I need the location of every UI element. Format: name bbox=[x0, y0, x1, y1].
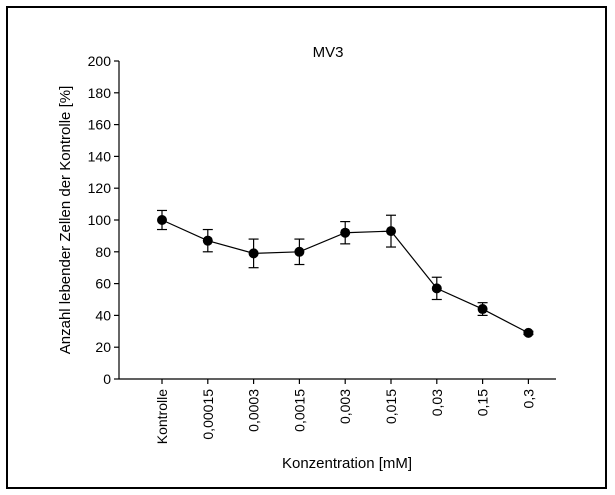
x-tick-label: 0,0015 bbox=[291, 389, 307, 432]
y-axis-label: Anzahl lebender Zellen der Kontrolle [%] bbox=[57, 86, 74, 355]
data-point bbox=[157, 215, 167, 225]
x-tick-label: 0,00015 bbox=[200, 389, 216, 440]
y-tick-label: 200 bbox=[88, 53, 112, 69]
y-tick-label: 120 bbox=[88, 180, 112, 196]
x-tick-label: 0,003 bbox=[337, 389, 353, 424]
y-tick-label: 100 bbox=[88, 212, 112, 228]
x-tick-label: 0,0003 bbox=[246, 389, 262, 432]
y-tick-label: 20 bbox=[95, 339, 111, 355]
chart-title: MV3 bbox=[313, 44, 344, 61]
y-tick-label: 140 bbox=[88, 148, 112, 164]
data-point bbox=[340, 227, 351, 238]
data-point bbox=[523, 327, 534, 338]
data-point bbox=[294, 246, 305, 257]
chart-frame bbox=[6, 6, 607, 489]
series-layer bbox=[157, 209, 534, 338]
x-tick-label: 0,03 bbox=[429, 389, 445, 416]
x-tick-label: 0,15 bbox=[475, 389, 491, 416]
y-tick-label: 40 bbox=[95, 307, 111, 323]
x-axis-label: Konzentration [mM] bbox=[282, 455, 412, 472]
data-point bbox=[248, 248, 259, 259]
y-tick-label: 0 bbox=[103, 371, 111, 387]
x-tick-label: 0,015 bbox=[383, 389, 399, 424]
axes: 0 20 40 60 80 100 120 140 160 180 200 Kontrolle 0,00… bbox=[88, 53, 556, 444]
y-tick-label: 180 bbox=[88, 85, 112, 101]
data-point bbox=[477, 304, 488, 315]
x-tick-label: 0,3 bbox=[520, 389, 536, 409]
data-point bbox=[202, 235, 213, 246]
y-tick-label: 160 bbox=[88, 117, 112, 133]
x-tick-label: Kontrolle bbox=[154, 389, 170, 444]
data-point bbox=[386, 226, 396, 237]
y-tick-label: 80 bbox=[95, 244, 111, 260]
data-point bbox=[431, 283, 442, 294]
y-tick-label: 60 bbox=[95, 276, 111, 292]
